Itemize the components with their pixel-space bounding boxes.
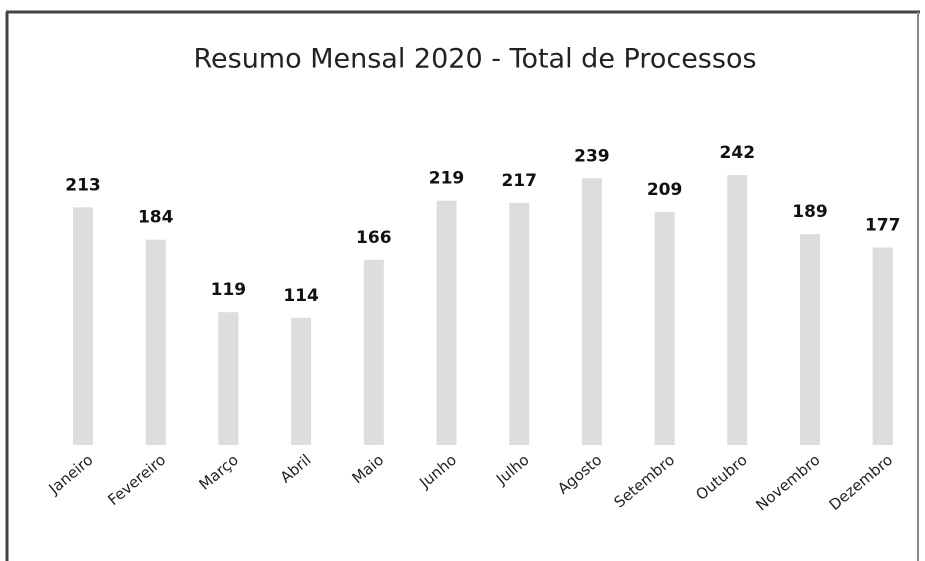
data-label: 114 (283, 286, 319, 306)
bar (291, 317, 312, 445)
bar (654, 211, 675, 445)
data-label: 166 (356, 228, 392, 248)
chart-title: Resumo Mensal 2020 - Total de Processos (193, 44, 756, 75)
bar (727, 175, 748, 445)
data-label: 209 (647, 180, 683, 200)
data-label: 177 (865, 216, 901, 236)
bar (363, 259, 384, 445)
data-label: 119 (211, 280, 247, 300)
data-label: 219 (429, 169, 465, 189)
data-label: 184 (138, 208, 174, 228)
bar (581, 178, 602, 445)
bar (872, 247, 893, 445)
bar (800, 234, 820, 445)
data-label: 213 (65, 175, 101, 195)
bar (509, 202, 530, 445)
data-label: 189 (792, 202, 828, 222)
data-label: 242 (720, 143, 756, 163)
bar (145, 239, 166, 445)
data-label: 239 (574, 146, 610, 166)
bar (436, 200, 457, 445)
bar (218, 312, 239, 445)
bar (73, 207, 93, 445)
data-label: 217 (501, 171, 537, 191)
